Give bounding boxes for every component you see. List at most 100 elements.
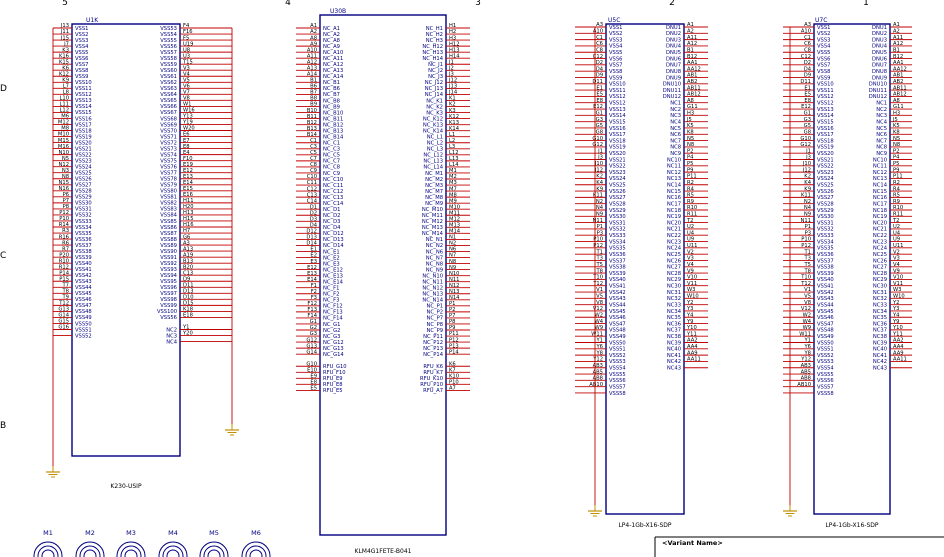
pin-number: C13 [307,192,317,198]
pin-name: VSS56 [609,378,626,384]
pin-number: K12 [449,114,459,120]
pin-name: NC3 [670,113,681,119]
pin-number: P14 [59,270,69,276]
pin-name: VSS82 [160,201,177,207]
pin-name: NC_M3 [425,183,443,189]
pin-number: AB8 [593,376,603,382]
pin-number: G5 [596,123,603,129]
pin-number: E9 [310,374,317,380]
pin-number: U11 [687,243,697,249]
pin-number: P10 [593,237,603,243]
pin-number: L12 [60,108,70,114]
pin-name: NC1 [876,101,887,107]
pin-number: R11 [687,212,697,218]
pin-name: VSS27 [609,195,626,201]
pin-number: L13 [449,156,459,162]
pin-name: NC_N1 [426,237,443,243]
pin-number: F1 [311,283,317,289]
pin-name: NC_P9 [426,328,443,334]
pin-name: NC_N7 [426,255,443,261]
pin-number: T3 [804,256,811,262]
pin-name: NC_C7 [323,159,340,165]
pin-number: R5 [687,193,694,199]
pin-name: VSS77 [160,171,177,177]
pin-name: NC43 [667,366,681,372]
pin-name: VSS11 [817,88,834,94]
pin-number: R9 [893,199,900,205]
pin-number: Y12 [592,357,603,363]
pin-number: V4 [183,71,191,77]
ground-symbol [225,424,239,436]
mounting-hole: M4 [158,529,188,557]
pin-number: B1 [687,47,694,53]
pin-number: U8 [183,47,190,53]
pin-number: G5 [804,123,811,129]
pin-number: K13 [449,120,459,126]
pin-name: RFU_P10 [420,382,443,388]
pin-number: E3 [310,259,317,265]
pin-number: P8 [449,319,455,325]
pin-name: VSS56 [160,44,177,50]
pin-name: RFU_K6 [423,364,443,370]
pin-number: D1 [310,204,317,210]
pin-number: B7 [310,90,317,96]
pin-name: NC_G1 [323,322,340,328]
pin-number: P4 [893,155,900,161]
pin-number: P12 [449,337,459,343]
pin-number: C3 [310,144,317,150]
pin-name: VSS25 [75,171,92,177]
pin-name: VSS98 [160,297,177,303]
pin-name: DNU6 [666,56,681,62]
pin-number: V8 [183,96,190,102]
pin-name: NC34 [873,309,888,315]
pin-number: Y2 [892,300,899,306]
pin-name: VSS65 [160,98,177,104]
pin-name: VSS89 [160,243,177,249]
pin-name: NC_G13 [323,346,344,352]
pin-name: VSS24 [817,176,834,182]
pin-number: K16 [59,53,69,59]
pin-name: VSS29 [75,195,92,201]
pin-number: D13 [306,235,317,241]
pin-number: M8 [61,126,69,132]
pin-name: VSS13 [75,98,92,104]
pin-number: M6 [61,114,69,120]
pin-name: NC29 [873,277,887,283]
pin-number: N12 [449,283,459,289]
pin-number: AB1 [893,73,903,79]
pin-name: NC11 [667,164,681,170]
pin-name: NC37 [667,328,681,334]
pin-number: E12 [801,104,811,110]
pin-number: G1 [310,319,317,325]
pin-number: W11 [591,331,603,337]
pin-number: AB3 [801,363,811,369]
pin-number: AA2 [893,338,904,344]
mounting-hole-label: M6 [251,529,261,537]
pin-number: M16 [58,144,69,150]
pin-number: Y1 [596,338,603,344]
pin-name: NC_D3 [323,219,340,225]
pin-number: U9 [893,237,900,243]
pin-number: C6 [804,41,811,47]
pin-number: AA1 [687,60,698,66]
pin-number: D9 [183,276,190,282]
pin-name: NC_F14 [323,316,343,322]
pin-name: VSS19 [609,145,626,151]
pin-number: U19 [183,41,193,47]
pin-number: F13 [307,307,317,313]
mounting-holes: M1 M2 M3 M4 M5 M6 [33,529,271,557]
frame-column-number: 1 [863,0,869,8]
pin-name: NC5 [876,126,887,132]
pin-name: DNU11 [869,88,887,94]
pin-number: P1 [805,224,811,230]
pin-name: NC_A14 [323,74,344,80]
pin-name: VSS47 [817,321,834,327]
pin-number: E5 [310,386,317,392]
pin-number: P14 [449,349,459,355]
pin-name: VSS14 [817,113,834,119]
pin-number: K2 [804,174,811,180]
pin-number: AB11 [687,85,701,91]
pin-name: NC_N10 [422,273,443,279]
pin-name: VSS85 [160,219,177,225]
pin-number: Y9 [892,319,899,325]
